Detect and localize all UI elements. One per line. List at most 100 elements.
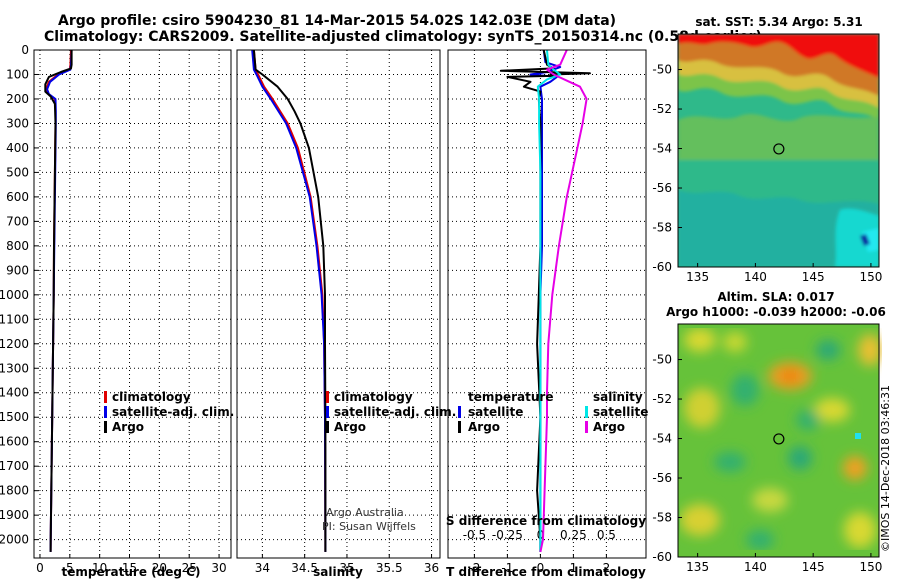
profile-location-marker xyxy=(773,143,785,155)
depth-tick-label: 1100 xyxy=(0,312,29,326)
credit-pi: PI: Susan Wijffels xyxy=(322,520,416,533)
difference-s-argo-line xyxy=(539,50,588,553)
temperature-climatology-line xyxy=(44,50,72,552)
depth-tick-label: 1000 xyxy=(0,288,29,302)
t-difference-x-axis: -2 -1 0 1 2 xyxy=(468,554,610,575)
s-difference-label: S difference from climatology xyxy=(446,514,646,528)
salinity-panel: 34 34.5 35 35.5 36 salinity climatology sate… xyxy=(236,49,456,579)
salinity-argo-line xyxy=(252,50,327,552)
depth-tick-label: 1400 xyxy=(0,386,29,400)
lat-tick-label: -60 xyxy=(652,260,672,274)
lat-tick-label: -58 xyxy=(652,511,672,525)
s-tick-label: 0.5 xyxy=(597,528,616,542)
lon-tick-label: 145 xyxy=(802,270,825,284)
difference-s-satellite-line xyxy=(536,50,562,552)
depth-axis: 0 100 200 300 400 500 600 700 800 900 1000 1100 1200… xyxy=(0,43,38,547)
x-tick-label: 1 xyxy=(570,561,578,575)
depth-tick-label: 0 xyxy=(21,43,29,57)
x-tick-label: 10 xyxy=(92,561,107,575)
x-tick-label: 35.5 xyxy=(376,561,403,575)
temperature-xlabel: temperature (deg C) xyxy=(62,565,201,579)
x-tick-label: 34.5 xyxy=(291,561,318,575)
legend-swatch-t-satellite xyxy=(458,406,461,418)
legend-title-salinity: salinity xyxy=(593,390,643,404)
sla-map-title-2: Argo h1000: -0.039 h2000: -0.06 xyxy=(666,305,886,319)
legend-label-t-argo: Argo xyxy=(468,420,500,434)
s-tick-label: -0.5 xyxy=(463,528,486,542)
depth-tick-label: 100 xyxy=(6,67,29,81)
depth-tick-label: 900 xyxy=(6,263,29,277)
legend-swatch-s-argo xyxy=(585,421,588,433)
legend-swatch-argo xyxy=(104,421,107,433)
salinity-grid xyxy=(237,49,440,558)
sla-map-panel: Altim. SLA: 0.017 Argo h1000: -0.039 h20… xyxy=(652,290,885,574)
legend-label-argo: Argo xyxy=(112,420,144,434)
depth-tick-label: 800 xyxy=(6,239,29,253)
title-line-1: Argo profile: csiro 5904230_81 14-Mar-20… xyxy=(58,13,617,29)
x-tick-label: 20 xyxy=(152,561,167,575)
depth-tick-label: 1900 xyxy=(0,508,29,522)
s-tick-label: 0.25 xyxy=(560,528,587,542)
credit-argo-australia: Argo Australia xyxy=(326,506,404,519)
depth-tick-label: 1700 xyxy=(0,459,29,473)
legend-label-argo: Argo xyxy=(334,420,366,434)
salinity-xlabel: salinity xyxy=(313,565,363,579)
depth-tick-label: 1500 xyxy=(0,410,29,424)
x-tick-label: 5 xyxy=(66,561,74,575)
difference-grid xyxy=(448,49,646,558)
sla-map-axes: 135 140 145 150 -50 -52 -54 -56 -58 -60 xyxy=(652,353,882,574)
sst-map-axes: 135 140 145 150 -50 -52 -54 -56 -58 -60 xyxy=(652,63,882,284)
depth-tick-label: 500 xyxy=(6,165,29,179)
legend-label-satellite: satellite-adj. clim. xyxy=(334,405,456,419)
x-tick-label: 0 xyxy=(36,561,44,575)
legend-title-temperature: temperature xyxy=(468,390,553,404)
salinity-series xyxy=(251,50,327,552)
profile-location-marker xyxy=(773,433,785,445)
x-tick-label: 36 xyxy=(424,561,439,575)
legend-swatch-satellite xyxy=(104,406,107,418)
lat-tick-label: -60 xyxy=(652,550,672,564)
depth-tick-label: 1200 xyxy=(0,337,29,351)
legend-label-satellite: satellite-adj. clim. xyxy=(112,405,234,419)
temperature-panel: 0100200300400500600700800900100011001200… xyxy=(0,43,234,579)
difference-series xyxy=(499,50,591,553)
depth-tick-label: 300 xyxy=(6,116,29,130)
x-tick-label: 15 xyxy=(122,561,137,575)
depth-tick-label: 1600 xyxy=(0,435,29,449)
legend-label-s-argo: Argo xyxy=(593,420,625,434)
x-tick-label: 34 xyxy=(255,561,270,575)
t-difference-xlabel: T difference from climatology xyxy=(446,565,646,579)
legend-label-t-satellite: satellite xyxy=(468,405,523,419)
sst-heatmap xyxy=(678,34,879,267)
salinity-climatology-line xyxy=(252,50,327,552)
sla-field xyxy=(680,328,882,550)
lon-tick-label: 135 xyxy=(686,270,709,284)
depth-tick-label: 1800 xyxy=(0,484,29,498)
sst-map-title: sat. SST: 5.34 Argo: 5.31 xyxy=(695,15,862,29)
depth-tick-label: 1300 xyxy=(0,361,29,375)
lon-tick-label: 135 xyxy=(686,560,709,574)
legend-swatch-s-satellite xyxy=(585,406,588,418)
depth-tick-label: 2000 xyxy=(0,533,29,547)
x-tick-label: 2 xyxy=(603,561,611,575)
temperature-x-axis: 0 5 10 15 20 25 30 xyxy=(36,554,227,575)
s-difference-axis: -0.5 -0.25 0 0.25 0.5 xyxy=(463,528,616,542)
legend-swatch-climatology xyxy=(104,391,107,403)
sla-heatmap xyxy=(678,324,882,557)
lat-tick-label: -52 xyxy=(652,102,672,116)
lat-tick-label: -50 xyxy=(652,353,672,367)
sla-cyan-pixel xyxy=(855,433,861,439)
x-tick-label: 30 xyxy=(211,561,226,575)
salinity-x-axis: 34 34.5 35 35.5 36 xyxy=(255,554,439,575)
x-tick-label: -2 xyxy=(468,561,480,575)
sst-map-panel: sat. SST: 5.34 Argo: 5.31 135 140 145 150 -5… xyxy=(652,15,882,284)
lon-tick-label: 150 xyxy=(859,560,882,574)
legend-swatch-t-argo xyxy=(458,421,461,433)
title-line-2: Climatology: CARS2009. Satellite-adjuste… xyxy=(44,29,762,45)
legend-label-s-satellite: satellite xyxy=(593,405,648,419)
lon-tick-label: 150 xyxy=(859,270,882,284)
lat-tick-label: -56 xyxy=(652,181,672,195)
salinity-legend: climatology satellite-adj. clim. Argo xyxy=(326,390,456,434)
lat-tick-label: -50 xyxy=(652,63,672,77)
lat-tick-label: -58 xyxy=(652,221,672,235)
